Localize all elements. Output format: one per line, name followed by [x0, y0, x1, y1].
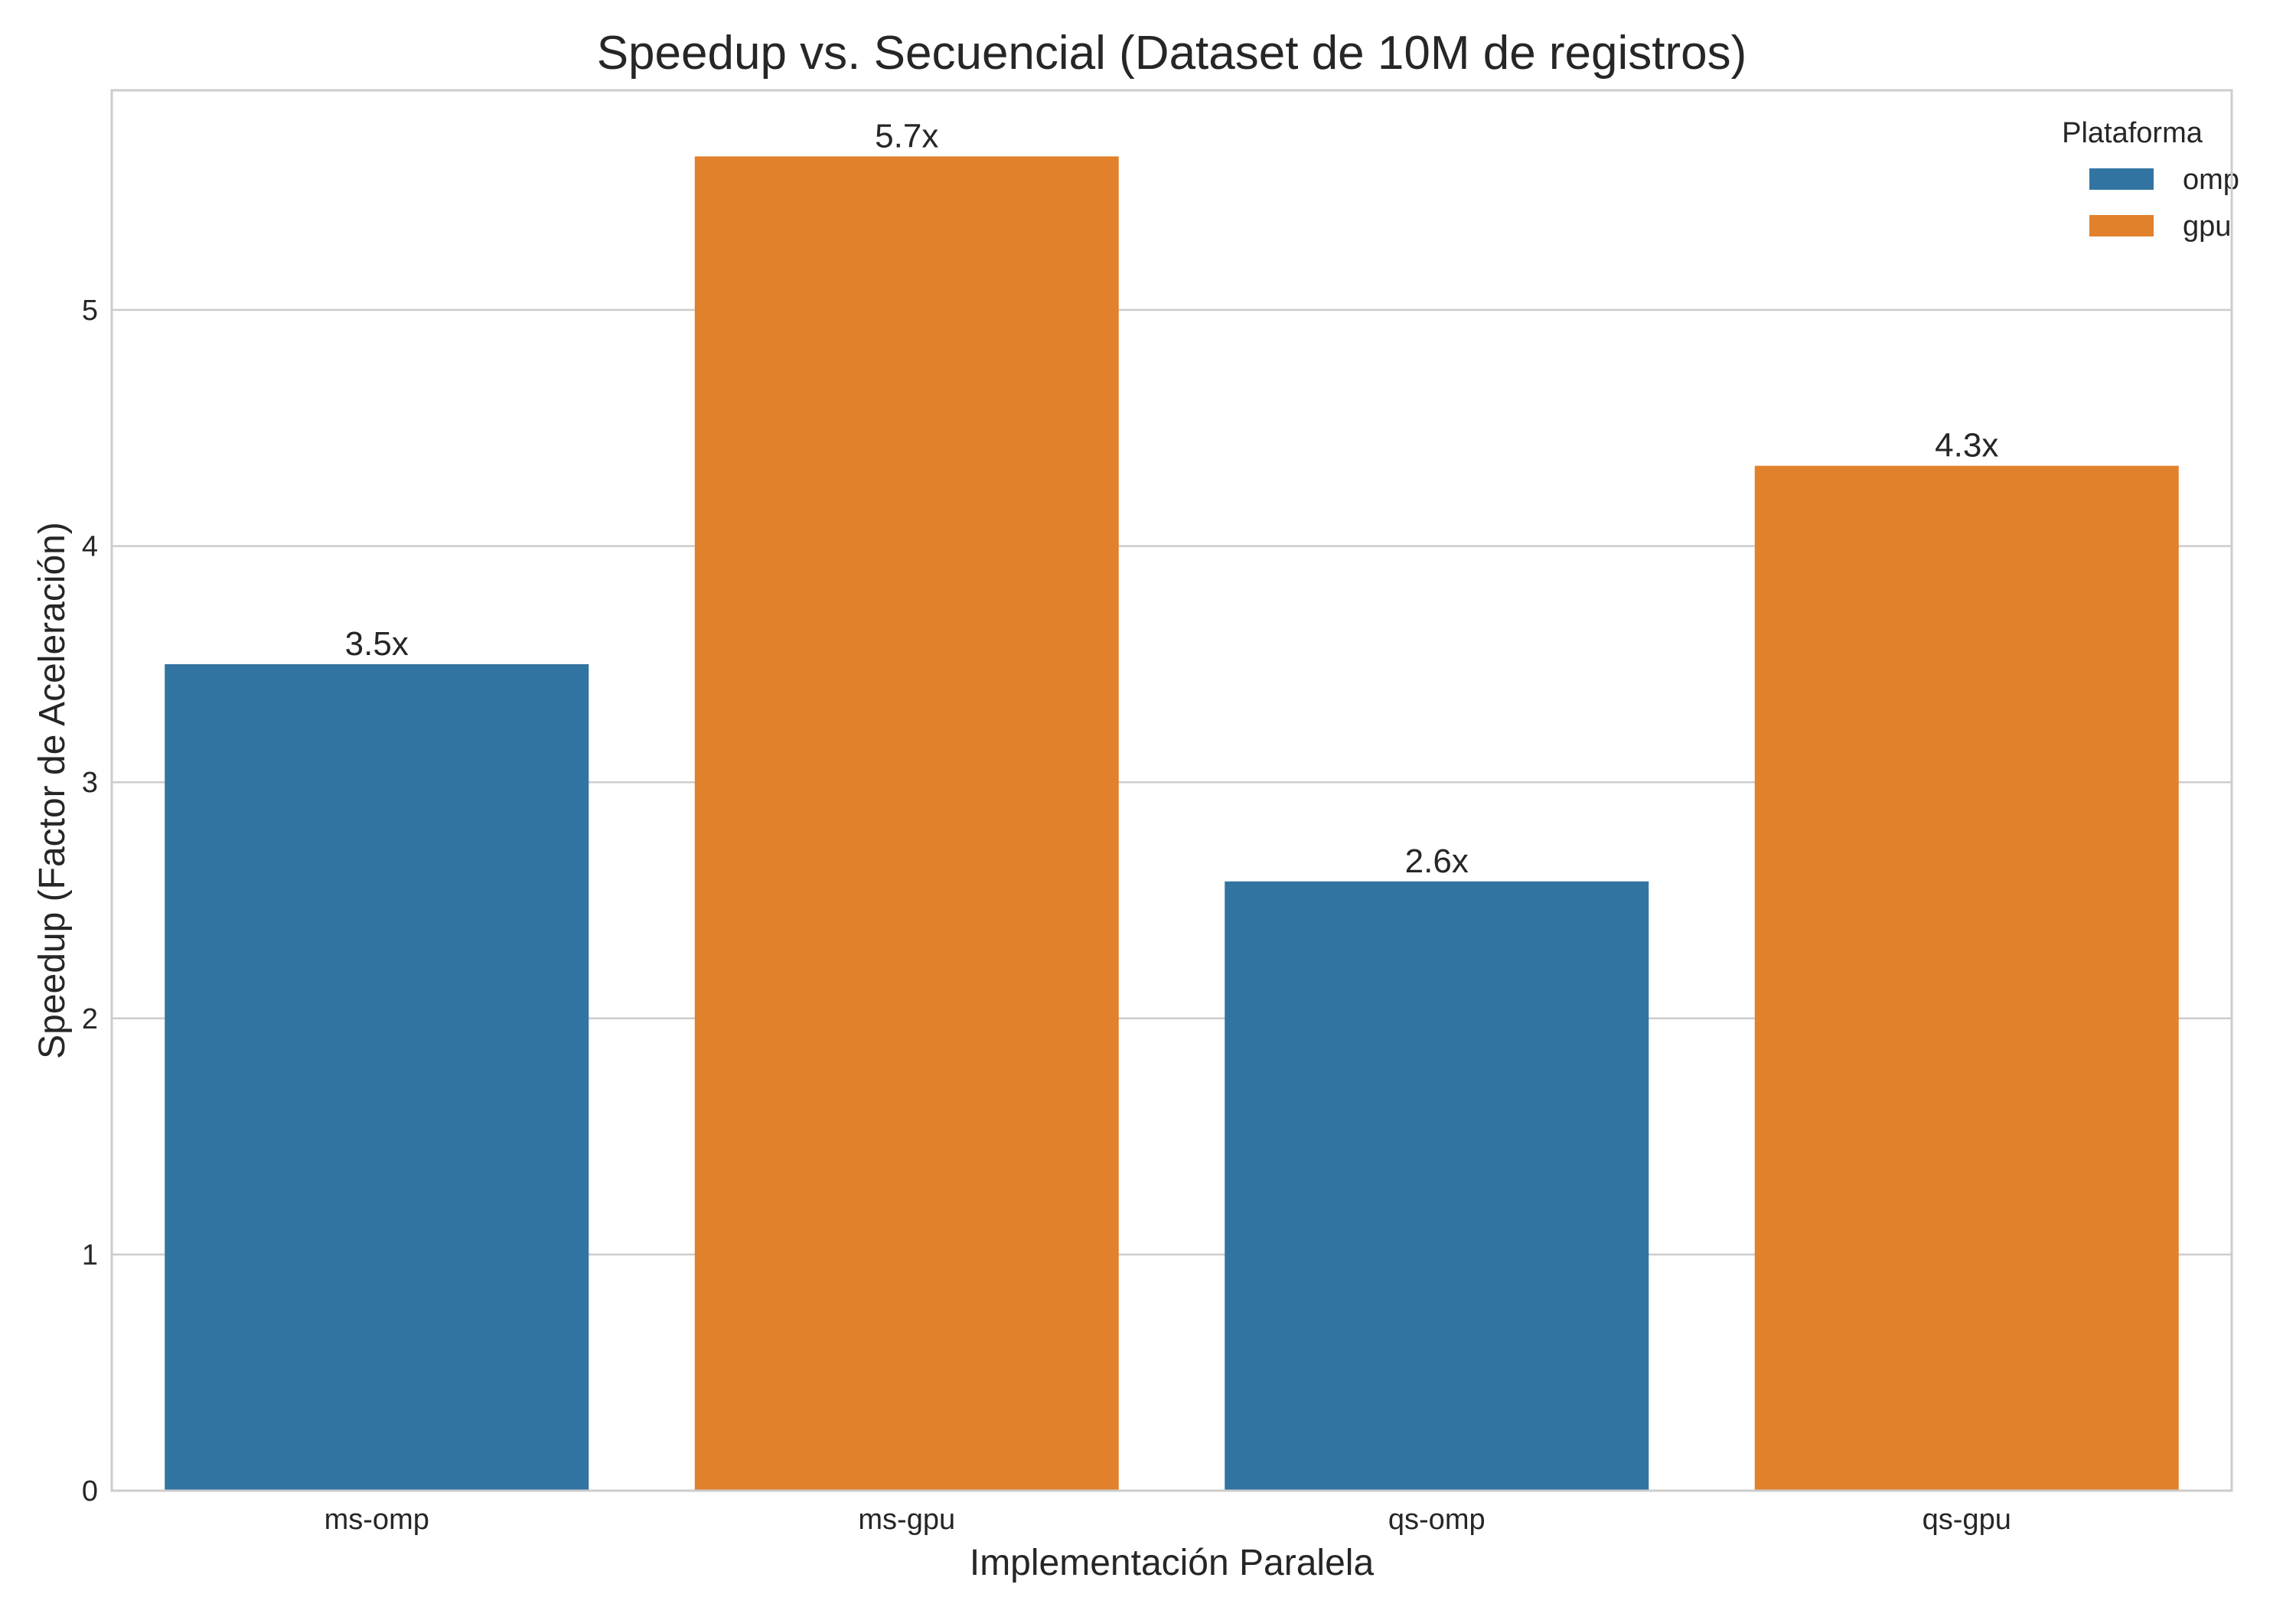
y-tick-label: 5 — [82, 295, 98, 327]
x-tick-label: qs-gpu — [1923, 1504, 2011, 1536]
bar-qs-gpu — [1754, 465, 2179, 1491]
bar-value-label: 3.5x — [345, 625, 409, 663]
y-tick-label: 4 — [82, 531, 98, 563]
chart-title: Speedup vs. Secuencial (Dataset de 10M d… — [597, 27, 1747, 80]
y-tick-label: 1 — [82, 1239, 98, 1271]
legend-swatch-omp — [2089, 168, 2154, 190]
y-tick-label: 2 — [82, 1003, 98, 1035]
x-tick-labels: ms-omp ms-gpu qs-omp qs-gpu — [325, 1504, 2011, 1536]
legend-swatch-gpu — [2089, 215, 2154, 236]
bar-value-label: 4.3x — [1935, 427, 1998, 464]
legend-label-omp: omp — [2183, 164, 2239, 196]
y-axis-label: Speedup (Factor de Aceleración) — [32, 522, 73, 1059]
bar-qs-omp — [1225, 881, 1649, 1491]
legend-label-gpu: gpu — [2183, 210, 2231, 243]
bar-value-label: 2.6x — [1405, 843, 1469, 880]
x-axis-label: Implementación Paralela — [970, 1543, 1375, 1583]
bars — [165, 156, 2179, 1491]
legend-title: Plataforma — [2062, 117, 2203, 149]
bar-value-label: 5.7x — [875, 117, 938, 155]
x-tick-label: qs-omp — [1388, 1504, 1486, 1536]
y-tick-labels: 0 1 2 3 4 5 — [82, 295, 98, 1508]
bar-ms-gpu — [694, 156, 1119, 1491]
bar-value-labels: 3.5x 5.7x 2.6x 4.3x — [345, 117, 1999, 879]
x-tick-label: ms-gpu — [858, 1504, 955, 1536]
y-tick-label: 0 — [82, 1475, 98, 1508]
plot-frame — [110, 89, 2233, 1492]
legend: Plataforma omp gpu — [2062, 117, 2239, 243]
x-tick-label: ms-omp — [325, 1504, 429, 1536]
bar-ms-omp — [165, 663, 589, 1491]
y-tick-label: 3 — [82, 767, 98, 799]
